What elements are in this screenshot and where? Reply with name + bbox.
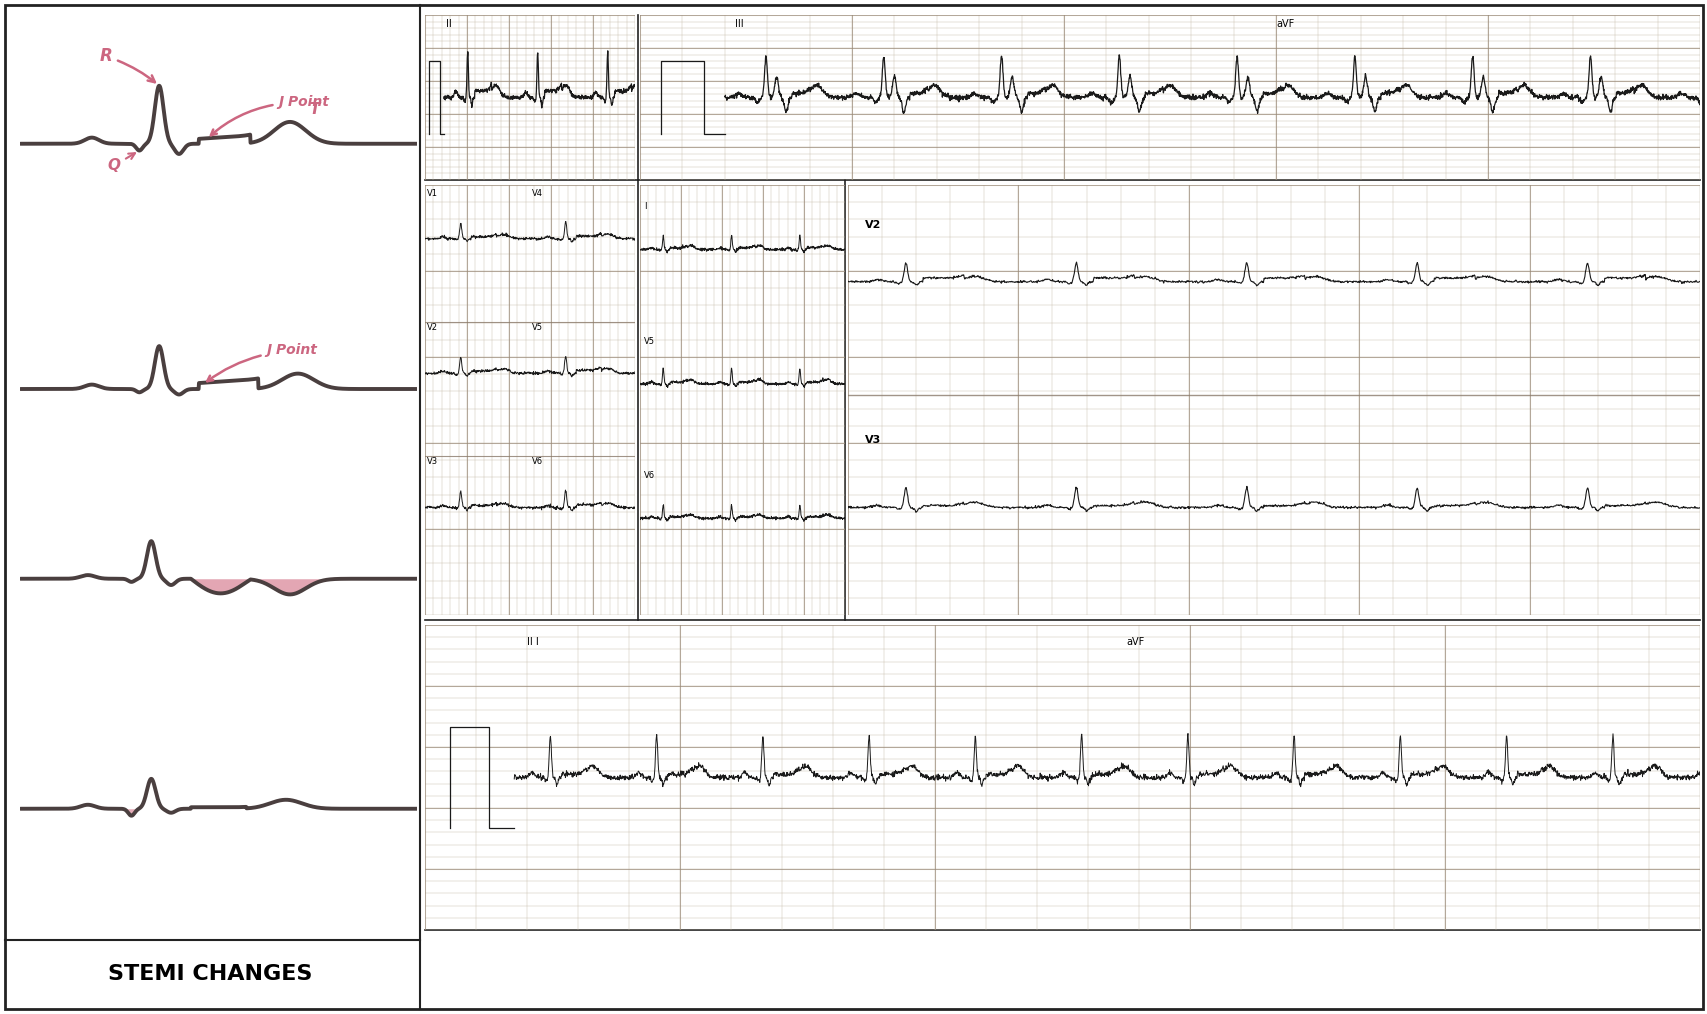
Text: aVF: aVF — [1125, 638, 1144, 647]
Text: V3: V3 — [864, 435, 881, 445]
Text: V1: V1 — [427, 189, 437, 198]
Text: V3: V3 — [427, 457, 439, 466]
Text: II I: II I — [527, 638, 538, 647]
Text: I: I — [644, 202, 647, 211]
Text: aVF: aVF — [1275, 19, 1294, 29]
Text: V5: V5 — [533, 323, 543, 333]
Text: V2: V2 — [427, 323, 437, 333]
Text: STEMI CHANGES: STEMI CHANGES — [108, 964, 312, 985]
Text: T: T — [309, 101, 319, 117]
Text: V5: V5 — [644, 337, 655, 346]
Text: V4: V4 — [533, 189, 543, 198]
Text: Q: Q — [108, 153, 135, 173]
Text: J Point: J Point — [207, 344, 318, 381]
Text: V6: V6 — [533, 457, 543, 466]
Text: II: II — [446, 19, 451, 29]
Text: R: R — [99, 48, 155, 82]
Text: V6: V6 — [644, 470, 655, 480]
Text: J Point: J Point — [210, 95, 329, 135]
Text: V2: V2 — [864, 220, 881, 230]
Text: III: III — [736, 19, 744, 29]
